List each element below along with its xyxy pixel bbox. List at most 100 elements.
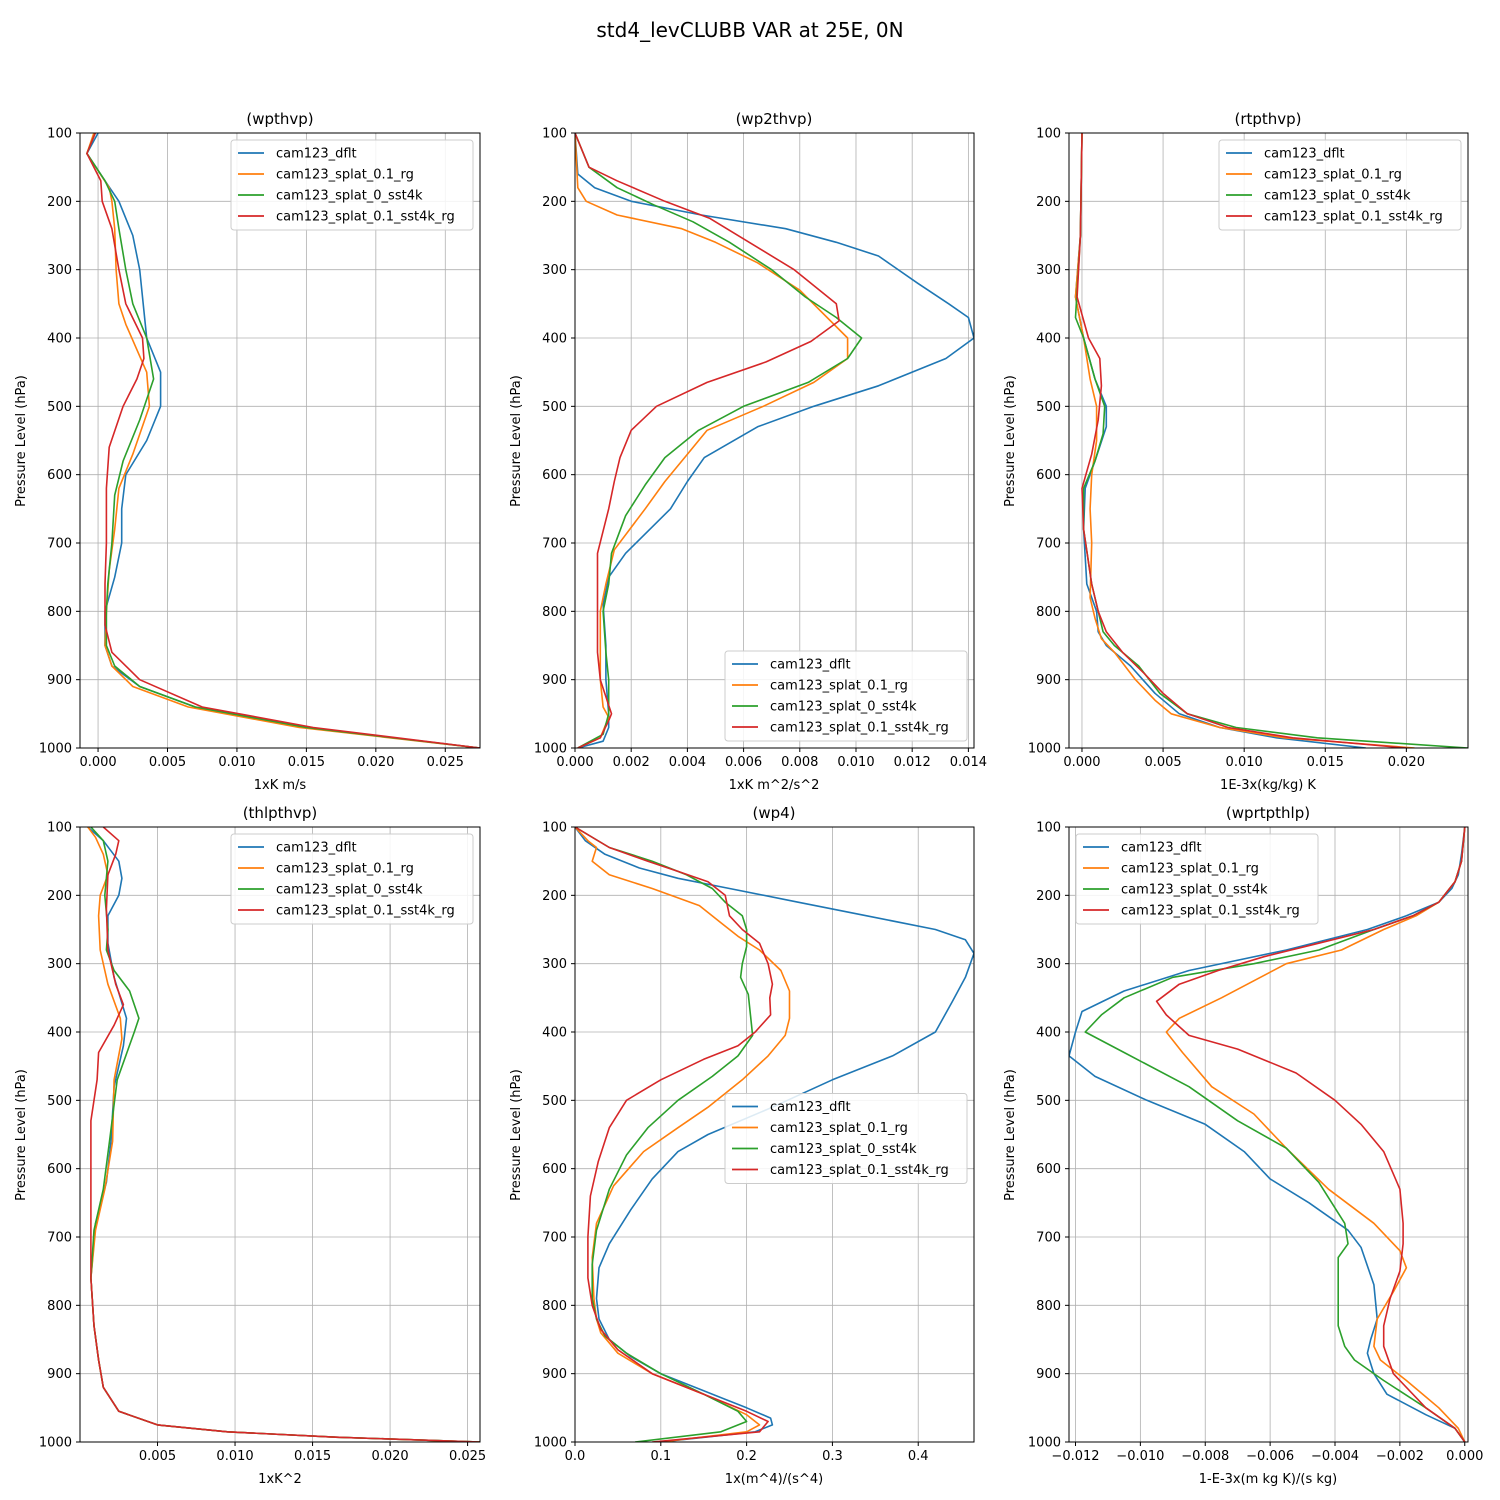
x-tick-label: −0.008 — [1181, 1449, 1229, 1464]
series-line-cam123_splat_0.1_sst4k_rg — [86, 133, 480, 748]
legend-label: cam123_splat_0.1_sst4k_rg — [770, 1163, 949, 1178]
legend-label: cam123_splat_0.1_rg — [276, 862, 414, 877]
y-tick-label: 200 — [47, 195, 72, 210]
x-tick-label: 0.000 — [79, 755, 116, 770]
y-tick-label: 800 — [1036, 1299, 1061, 1314]
y-tick-label: 500 — [542, 400, 567, 415]
y-tick-label: 300 — [542, 957, 567, 972]
x-tick-label: 0.010 — [216, 1449, 253, 1464]
panel-title: (wpthvp) — [246, 110, 313, 128]
y-tick-label: 600 — [1036, 1162, 1061, 1177]
y-axis-label: Pressure Level (hPa) — [1003, 1069, 1018, 1201]
legend-label: cam123_splat_0.1_sst4k_rg — [1264, 210, 1443, 225]
y-ticks: 100 200 300 400 500 600 700 800 900 1000 — [1028, 127, 1069, 757]
grid — [80, 132, 480, 749]
y-tick-label: 800 — [47, 1299, 72, 1314]
axes-frame — [79, 826, 481, 1443]
x-tick-label: 0.020 — [371, 1449, 408, 1464]
y-tick-label: 500 — [1036, 400, 1061, 415]
x-tick-label: 0.015 — [1307, 755, 1344, 770]
y-tick-label: 200 — [542, 195, 567, 210]
x-tick-label: 0.025 — [427, 755, 464, 770]
y-tick-label: 400 — [1036, 1026, 1061, 1041]
series-line-cam123_splat_0_sst4k — [575, 827, 754, 1442]
legend-label: cam123_splat_0.1_rg — [1264, 168, 1402, 183]
y-ticks: 100 200 300 400 500 600 700 800 900 1000 — [39, 127, 80, 757]
legend: cam123_dflt cam123_splat_0.1_rg cam123_spl… — [1075, 833, 1319, 925]
series-line-cam123_splat_0_sst4k — [86, 133, 480, 748]
series-lines — [1074, 133, 1468, 748]
legend-label: cam123_splat_0_sst4k — [770, 700, 917, 715]
y-axis-label: Pressure Level (hPa) — [14, 1069, 29, 1201]
x-tick-label: 0.2 — [736, 1449, 757, 1464]
axes-frame — [79, 132, 481, 749]
x-tick-label: 0.000 — [1446, 1449, 1483, 1464]
y-tick-label: 700 — [1036, 1231, 1061, 1246]
y-axis-label: Pressure Level (hPa) — [509, 375, 524, 507]
series-lines — [1069, 827, 1466, 1442]
y-tick-label: 400 — [47, 332, 72, 347]
series-line-cam123_splat_0.1_sst4k_rg — [575, 827, 774, 1442]
y-tick-label: 100 — [542, 821, 567, 836]
series-line-cam123_splat_0.1_sst4k_rg — [1076, 133, 1407, 748]
x-ticks: −0.012 −0.010 −0.008 −0.006 −0.004 −0.002 0.00… — [1051, 1442, 1483, 1464]
x-tick-label: 0.010 — [218, 755, 255, 770]
x-axis-label: 1-E-3x(m kg K)/(s kg) — [1199, 1472, 1337, 1487]
x-tick-label: 0.020 — [1388, 755, 1425, 770]
x-tick-label: −0.004 — [1311, 1449, 1359, 1464]
grid — [574, 132, 974, 749]
series-line-cam123_splat_0_sst4k — [575, 133, 863, 748]
panel-wpthvp: (wpthvp) 1xK m/s Pressure Level (hPa) 0.… — [14, 110, 481, 793]
panel-title: (rtpthvp) — [1234, 110, 1301, 128]
x-tick-label: 0.006 — [725, 755, 762, 770]
legend-label: cam123_splat_0_sst4k — [1264, 189, 1411, 204]
legend-label: cam123_dflt — [276, 147, 357, 162]
panel-wp2thvp: (wp2thvp) 1xK m^2/s^2 Pressure Level (hP… — [509, 110, 987, 793]
series-line-cam123_splat_0.1_sst4k_rg — [1155, 827, 1466, 1442]
y-tick-label: 900 — [47, 1367, 72, 1382]
series-line-cam123_splat_0.1_sst4k_rg — [90, 827, 480, 1442]
figure-suptitle: std4_levCLUBB VAR at 25E, 0N — [596, 18, 903, 42]
y-tick-label: 1000 — [1028, 1436, 1061, 1451]
y-tick-label: 1000 — [39, 1436, 72, 1451]
y-ticks: 100 200 300 400 500 600 700 800 900 1000 — [534, 821, 575, 1451]
y-tick-label: 700 — [542, 537, 567, 552]
legend: cam123_dflt cam123_splat_0.1_rg cam123_spl… — [724, 1093, 968, 1184]
y-tick-label: 300 — [47, 263, 72, 278]
x-tick-label: −0.006 — [1246, 1449, 1294, 1464]
y-tick-label: 700 — [542, 1231, 567, 1246]
panel-title: (wp4) — [752, 804, 795, 822]
y-tick-label: 1000 — [1028, 742, 1061, 757]
x-tick-label: 0.025 — [449, 1449, 486, 1464]
axes-frame — [574, 132, 975, 749]
y-tick-label: 700 — [47, 537, 72, 552]
x-tick-label: −0.002 — [1376, 1449, 1424, 1464]
panel-title: (thlpthvp) — [243, 804, 318, 822]
series-line-cam123_dflt — [1069, 827, 1466, 1442]
series-lines — [87, 827, 480, 1442]
legend-label: cam123_splat_0.1_rg — [770, 1121, 908, 1136]
y-tick-label: 500 — [1036, 1094, 1061, 1109]
x-ticks: 0.000 0.005 0.010 0.015 0.020 — [1063, 748, 1425, 770]
legend-box — [724, 1093, 968, 1184]
x-ticks: 0.000 0.002 0.004 0.006 0.008 0.010 0.012 0.014 — [556, 748, 987, 770]
y-tick-label: 200 — [542, 889, 567, 904]
legend: cam123_dflt cam123_splat_0.1_rg cam123_spl… — [1218, 139, 1462, 231]
y-tick-label: 600 — [542, 1162, 567, 1177]
y-ticks: 100 200 300 400 500 600 700 800 900 1000 — [39, 821, 80, 1451]
y-tick-label: 900 — [542, 673, 567, 688]
x-tick-label: 0.4 — [908, 1449, 929, 1464]
x-ticks: 0.000 0.005 0.010 0.015 0.020 0.025 — [79, 748, 464, 770]
x-tick-label: 0.1 — [650, 1449, 671, 1464]
y-tick-label: 100 — [1036, 127, 1061, 142]
legend-box — [1075, 833, 1319, 925]
y-tick-label: 1000 — [534, 1436, 567, 1451]
axes-frame — [574, 826, 975, 1443]
y-tick-label: 700 — [1036, 537, 1061, 552]
y-tick-label: 800 — [47, 605, 72, 620]
legend: cam123_dflt cam123_splat_0.1_rg cam123_spl… — [230, 833, 474, 925]
x-tick-label: 0.005 — [149, 755, 186, 770]
x-ticks: 0.005 0.010 0.015 0.020 0.025 — [139, 1442, 486, 1464]
panel-wp4: (wp4) 1x(m^4)/(s^4) Pressure Level (hPa)… — [509, 804, 975, 1487]
